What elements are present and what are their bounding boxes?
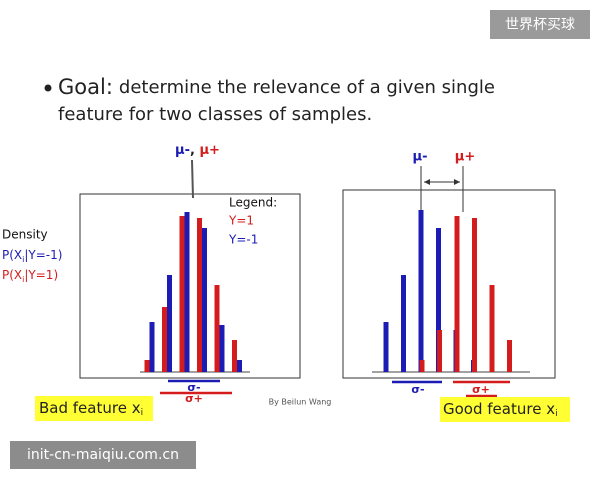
footer-box bbox=[10, 441, 196, 469]
mu-plus: μ+ bbox=[455, 150, 475, 165]
bar bbox=[214, 285, 220, 372]
sigma-plus: σ+ bbox=[472, 383, 490, 396]
watermark-box bbox=[490, 10, 590, 39]
bar bbox=[507, 340, 512, 372]
bar bbox=[237, 360, 242, 372]
bar bbox=[383, 322, 389, 372]
credit: By Beilun Wang bbox=[269, 398, 332, 407]
label-part: |Y=-1) bbox=[24, 248, 62, 262]
caption-box bbox=[35, 396, 153, 421]
bar bbox=[489, 285, 495, 372]
panel-frame bbox=[79, 193, 301, 379]
panel-frame bbox=[342, 189, 556, 379]
mu-label: μ-, μ+ bbox=[175, 143, 220, 158]
mu-minus: μ- bbox=[413, 150, 428, 165]
legend-title: Legend: bbox=[229, 196, 277, 210]
bar bbox=[149, 322, 155, 372]
bar bbox=[454, 216, 460, 372]
density-pos: P(Xi|Y=1) bbox=[2, 268, 58, 284]
bar bbox=[184, 212, 190, 372]
bullet-line: Goal: determine the relevance of a given … bbox=[58, 75, 495, 99]
bar bbox=[436, 228, 441, 372]
caption-text: Good feature x bbox=[443, 400, 555, 418]
density-neg: P(Xi|Y=-1) bbox=[2, 248, 62, 264]
bar bbox=[419, 360, 425, 372]
bar bbox=[167, 275, 172, 372]
watermark: 世界杯买球 bbox=[505, 17, 575, 33]
sigma-plus: σ+ bbox=[185, 392, 203, 405]
bar bbox=[197, 218, 202, 372]
legend-neg: Y=-1 bbox=[228, 233, 258, 247]
bar bbox=[437, 330, 442, 372]
caption-sub: i bbox=[141, 408, 144, 418]
bar bbox=[232, 340, 237, 372]
density-title: Density bbox=[2, 228, 48, 242]
label-part: P(X bbox=[2, 248, 22, 262]
label-sub: i bbox=[22, 255, 24, 264]
caption: Good feature xi bbox=[443, 400, 558, 419]
mu-plus: μ+ bbox=[199, 143, 219, 158]
sigma-minus: σ- bbox=[187, 381, 200, 394]
legend-pos: Y=1 bbox=[228, 214, 254, 228]
sigma-minus: σ- bbox=[411, 383, 424, 396]
bullet-text: determine the relevance of a given singl… bbox=[119, 77, 495, 98]
caption-text: Bad feature x bbox=[39, 399, 141, 417]
bar bbox=[202, 228, 207, 372]
label-sub: i bbox=[22, 275, 24, 284]
bar bbox=[418, 210, 424, 372]
bar bbox=[162, 307, 167, 372]
mu-sep: , bbox=[190, 143, 199, 158]
bar bbox=[179, 216, 185, 372]
caption-sub: i bbox=[555, 409, 558, 419]
bar bbox=[144, 360, 150, 372]
bullet-lead: Goal: bbox=[58, 75, 113, 99]
label-part: |Y=1) bbox=[24, 268, 58, 282]
bar bbox=[219, 325, 225, 372]
bullet-dot bbox=[44, 84, 52, 92]
bar bbox=[472, 218, 477, 372]
footer: init-cn-maiqiu.com.cn bbox=[27, 447, 179, 463]
bar bbox=[401, 275, 406, 372]
label-part: P(X bbox=[2, 268, 22, 282]
bullet-text: feature for two classes of samples. bbox=[58, 104, 372, 125]
caption-box bbox=[440, 397, 570, 422]
caption: Bad feature xi bbox=[39, 399, 143, 418]
mu-pointer bbox=[191, 159, 194, 199]
mu-minus: μ- bbox=[175, 143, 190, 158]
